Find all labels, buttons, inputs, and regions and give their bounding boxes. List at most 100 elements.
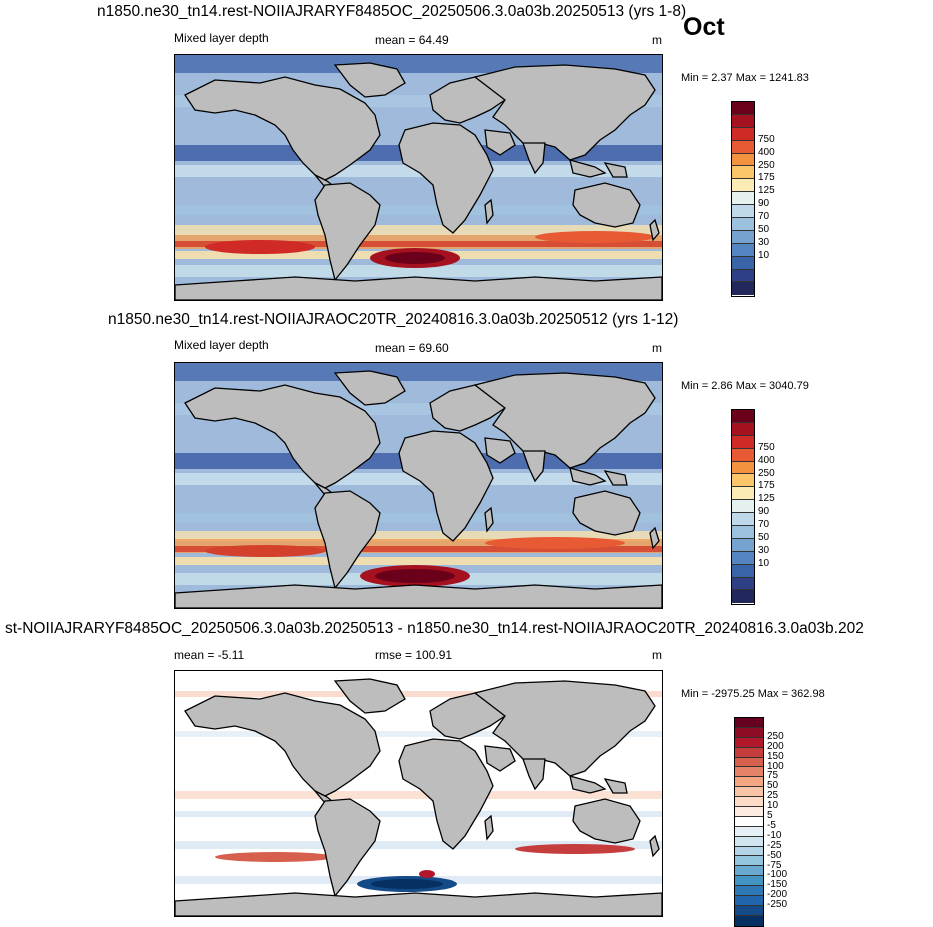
ocean-field-blob — [485, 537, 625, 549]
colorbar-swatch — [732, 577, 754, 591]
colorbar-swatch — [732, 140, 754, 154]
land-mass — [398, 430, 494, 542]
panel-2-minmax: Min = 2.86 Max = 3040.79 — [681, 380, 809, 392]
colorbar-label: 75 — [767, 770, 779, 782]
colorbar-label: 30 — [758, 544, 770, 556]
colorbar-label: 750 — [758, 133, 775, 145]
ocean-field-band — [175, 205, 662, 215]
panel-1-mean-label: mean = 64.49 — [375, 33, 449, 47]
colorbar-label: 25 — [767, 790, 779, 802]
land-mass — [484, 129, 516, 156]
colorbar-swatch — [735, 866, 763, 877]
land-mass — [184, 384, 381, 489]
colorbar-swatch — [732, 256, 754, 270]
colorbar-label: 100 — [767, 760, 784, 772]
colorbar-swatch — [732, 153, 754, 167]
land-mass — [398, 738, 494, 850]
colorbar-swatch — [735, 797, 763, 808]
colorbar-swatch — [735, 856, 763, 867]
ocean-field-band — [175, 557, 662, 565]
ocean-field-blob — [371, 879, 443, 889]
colorbar-label: -150 — [767, 879, 788, 891]
land-mass — [522, 758, 546, 791]
panel-3-title: st-NOIIAJRARYF8485OC_20250506.3.0a03b.20… — [5, 620, 864, 637]
land-mass — [569, 159, 607, 178]
land-mass — [429, 384, 506, 432]
colorbar-swatch — [735, 787, 763, 798]
colorbar-swatch — [735, 896, 763, 906]
colorbar-label: 90 — [758, 506, 770, 518]
panel-3-map — [174, 670, 663, 917]
land-mass — [484, 814, 494, 841]
land-mass — [569, 775, 607, 794]
land-mass — [314, 182, 381, 282]
colorbar-swatch — [732, 538, 754, 552]
panel-2-variable-label: Mixed layer depth — [174, 338, 269, 352]
colorbar-label: -250 — [767, 899, 788, 911]
colorbar-label: 10 — [758, 557, 770, 569]
land-mass — [175, 892, 662, 916]
land-mass — [473, 64, 656, 161]
colorbar-label: 30 — [758, 236, 770, 248]
colorbar-swatch — [732, 564, 754, 578]
ocean-field-band — [175, 225, 662, 235]
colorbar-swatch — [735, 777, 763, 788]
land-mass — [569, 467, 607, 486]
ocean-field-blob — [215, 852, 335, 862]
land-mass — [649, 526, 660, 550]
ocean-field-band — [175, 241, 662, 247]
land-mass — [484, 198, 494, 225]
colorbar-label: 70 — [758, 519, 770, 531]
colorbar-swatch — [735, 767, 763, 778]
land-mass — [333, 62, 406, 98]
colorbar-swatch — [735, 807, 763, 817]
colorbar-swatch — [735, 718, 763, 728]
land-mass — [429, 76, 506, 124]
colorbar-label: 400 — [758, 454, 775, 466]
colorbar-swatch — [732, 487, 754, 501]
panel-3-mean-label: mean = -5.11 — [174, 648, 245, 662]
colorbar-label: -50 — [767, 849, 782, 861]
colorbar-label: 50 — [758, 224, 770, 235]
colorbar-swatch — [732, 166, 754, 180]
panel-3-minmax: Min = -2975.25 Max = 362.98 — [681, 688, 825, 700]
colorbar-label: 50 — [767, 780, 779, 792]
ocean-field-blob — [419, 870, 435, 878]
ocean-field-band — [175, 265, 662, 277]
panel-2-map — [174, 362, 663, 609]
panel-2-units-label: m — [652, 341, 662, 355]
land-mass — [429, 692, 506, 740]
colorbar-swatch — [732, 192, 754, 206]
land-mass — [484, 745, 516, 772]
land-mass — [522, 450, 546, 483]
colorbar-label: 200 — [767, 740, 784, 752]
colorbar-swatch — [732, 114, 754, 128]
land-mass — [484, 437, 516, 464]
colorbar-swatch — [732, 422, 754, 436]
world-map-svg — [175, 363, 662, 608]
land-mass — [333, 678, 406, 714]
land-mass — [175, 276, 662, 300]
colorbar-label: -5 — [767, 819, 776, 831]
land-mass — [473, 372, 656, 469]
colorbar-swatch — [732, 551, 754, 565]
colorbar-label: 90 — [758, 198, 770, 210]
colorbar-swatch — [735, 905, 763, 916]
land-mass — [184, 692, 381, 797]
panel-1-map — [174, 54, 663, 301]
colorbar-swatch — [735, 757, 763, 768]
colorbar-swatch — [732, 282, 754, 296]
land-mass — [603, 162, 628, 178]
colorbar-label: 125 — [758, 493, 775, 505]
ocean-field-band — [175, 513, 662, 523]
colorbar-swatch — [735, 836, 763, 847]
land-mass — [398, 122, 494, 234]
colorbar-box — [731, 409, 755, 605]
land-mass — [333, 370, 406, 406]
colorbar-swatch — [732, 435, 754, 449]
ocean-field-band — [175, 791, 662, 799]
ocean-field-blob — [205, 240, 315, 254]
colorbar-swatch — [732, 127, 754, 141]
land-mass — [522, 142, 546, 175]
colorbar-label: 10 — [767, 800, 779, 812]
